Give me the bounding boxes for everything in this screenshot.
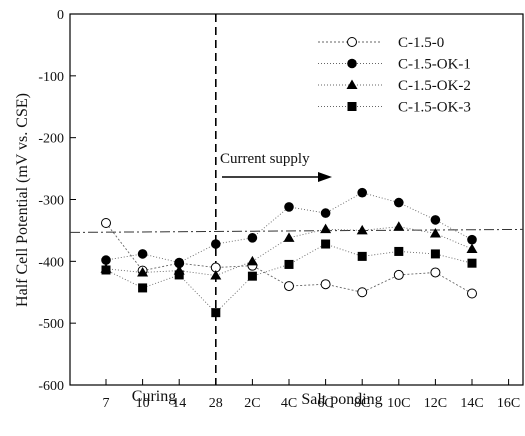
y-tick-label: -200 bbox=[38, 132, 64, 147]
data-point bbox=[430, 267, 441, 278]
y-tick-label: -100 bbox=[38, 70, 64, 85]
series-line bbox=[105, 243, 473, 314]
data-point bbox=[320, 223, 332, 234]
y-tick-label: 0 bbox=[57, 8, 64, 23]
data-point bbox=[247, 271, 257, 281]
x-tick-label: 12C bbox=[424, 396, 447, 411]
data-point bbox=[246, 255, 258, 266]
data-point bbox=[101, 265, 111, 275]
data-point bbox=[357, 251, 367, 261]
x-tick-label: 14C bbox=[460, 396, 483, 411]
data-point bbox=[137, 266, 149, 277]
legend-label: C-1.5-OK-2 bbox=[398, 78, 471, 94]
y-axis: 0 -100 -200 -300 -400 -500 -600 bbox=[38, 8, 76, 394]
series-layer bbox=[100, 187, 478, 318]
legend-item: C-1.5-0 bbox=[318, 35, 444, 51]
legend-item: C-1.5-OK-3 bbox=[318, 100, 471, 116]
x-axis: 7 10 14 28 2C 4C 6C 8C 10C 12C 14C 16C bbox=[103, 379, 520, 411]
x-tick-label: 28 bbox=[209, 396, 223, 411]
x-group-label-salt-ponding: Salt ponding bbox=[301, 391, 382, 408]
data-point bbox=[321, 239, 331, 249]
threshold-line bbox=[69, 228, 524, 233]
x-tick-label: 10 bbox=[136, 396, 150, 411]
threshold-line-layer bbox=[69, 228, 524, 233]
data-point bbox=[283, 232, 295, 242]
legend-marker bbox=[347, 58, 357, 69]
legend-marker bbox=[346, 79, 358, 89]
data-point bbox=[430, 215, 441, 225]
data-point bbox=[429, 228, 441, 238]
data-point bbox=[467, 234, 477, 245]
x-tick-label: 7 bbox=[103, 396, 110, 411]
y-axis-title: Half Cell Potential (mV vs. CSE) bbox=[14, 93, 31, 307]
legend-item: C-1.5-OK-2 bbox=[318, 78, 471, 94]
x-tick-label: 8C bbox=[354, 396, 370, 411]
legend: C-1.5-0 C-1.5-OK-1 C-1.5-OK-2 C-1.5-OK-3 bbox=[318, 35, 471, 116]
series-c-1.5-0 bbox=[101, 217, 477, 299]
data-point bbox=[393, 269, 404, 280]
data-point bbox=[467, 258, 477, 268]
legend-label: C-1.5-OK-1 bbox=[398, 57, 471, 73]
axis-labels: Curing Salt ponding Half Cell Potential … bbox=[14, 93, 383, 408]
annotation-layer: Current supply bbox=[220, 151, 332, 182]
y-tick-label: -500 bbox=[38, 317, 64, 332]
current-supply-label: Current supply bbox=[220, 151, 310, 167]
data-point bbox=[393, 221, 405, 231]
data-point bbox=[356, 224, 368, 235]
data-point bbox=[394, 246, 404, 256]
legend-label: C-1.5-0 bbox=[398, 35, 444, 51]
legend-item: C-1.5-OK-1 bbox=[318, 57, 471, 73]
series-c-1.5-ok-1 bbox=[101, 187, 477, 268]
data-point bbox=[357, 187, 368, 198]
data-point bbox=[174, 270, 184, 280]
x-tick-label: 16C bbox=[497, 396, 520, 411]
x-tick-label: 4C bbox=[281, 396, 297, 411]
data-point bbox=[211, 239, 221, 249]
data-point bbox=[211, 308, 221, 318]
data-point bbox=[320, 208, 331, 218]
data-point bbox=[284, 281, 294, 292]
x-group-label-curing: Curing bbox=[132, 388, 176, 405]
legend-marker bbox=[347, 102, 357, 111]
x-tick-label: 6C bbox=[317, 396, 333, 411]
data-point bbox=[467, 288, 477, 299]
x-tick-label: 10C bbox=[387, 396, 410, 411]
data-point bbox=[394, 197, 404, 208]
data-point bbox=[320, 279, 331, 290]
data-point bbox=[137, 249, 148, 259]
data-point bbox=[247, 233, 258, 243]
data-point bbox=[210, 270, 222, 280]
x-tick-label: 14 bbox=[172, 396, 186, 411]
y-tick-label: -300 bbox=[38, 194, 64, 209]
data-point bbox=[101, 255, 111, 265]
data-point bbox=[284, 259, 294, 269]
data-point bbox=[101, 217, 111, 228]
data-point bbox=[138, 283, 148, 293]
current-supply-arrow-head bbox=[318, 172, 332, 182]
data-point bbox=[430, 249, 440, 259]
y-tick-label: -600 bbox=[38, 379, 64, 394]
x-tick-label: 2C bbox=[244, 396, 260, 411]
data-point bbox=[357, 287, 368, 298]
series-c-1.5-ok-3 bbox=[101, 239, 477, 318]
data-point bbox=[284, 202, 294, 212]
data-point bbox=[174, 257, 184, 268]
data-point bbox=[466, 243, 478, 253]
legend-label: C-1.5-OK-3 bbox=[398, 100, 471, 116]
y-tick-label: -400 bbox=[38, 255, 64, 270]
legend-marker bbox=[347, 37, 357, 47]
